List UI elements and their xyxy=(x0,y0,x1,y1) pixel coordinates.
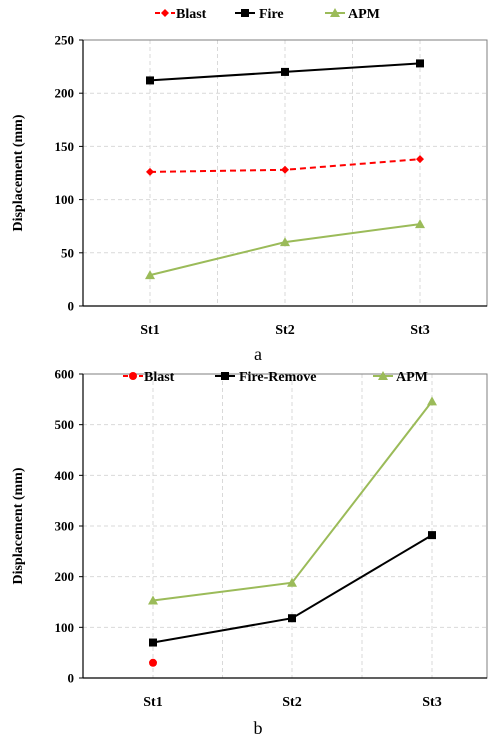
x-tick-label-st3: St3 xyxy=(410,323,429,338)
y-tick-label: 250 xyxy=(55,33,75,48)
y-tick-label: 400 xyxy=(55,468,75,483)
y-tick-label: 200 xyxy=(55,569,75,584)
y-tick-label: 300 xyxy=(55,519,75,534)
data-point-fire xyxy=(146,76,154,85)
chart-b: 0 100 200 300 400 500 600 St1 St2 St3 Displacement… xyxy=(11,367,488,738)
data-point-blast xyxy=(416,155,424,164)
series-fire xyxy=(146,59,424,85)
y-tick-label: 100 xyxy=(55,192,75,207)
series-apm xyxy=(145,219,425,280)
series-blast xyxy=(149,658,157,667)
series-fire-remove xyxy=(149,531,436,647)
y-axis-label: Displacement (mm) xyxy=(11,114,26,231)
data-point-blast xyxy=(146,167,154,176)
data-point-apm xyxy=(427,396,437,406)
x-tick-label-st2: St2 xyxy=(282,695,301,710)
panel-label-b: b xyxy=(254,718,263,738)
legend-label: Blast xyxy=(176,7,207,22)
legend-marker xyxy=(161,9,169,17)
y-tick-label: 600 xyxy=(55,367,75,382)
y-tick-label: 50 xyxy=(61,245,74,260)
legend-marker xyxy=(129,372,137,380)
y-tick-label: 100 xyxy=(55,620,75,635)
y-axis-label: Displacement (mm) xyxy=(11,467,26,584)
data-point-blast xyxy=(149,658,157,667)
y-tick-label: 200 xyxy=(55,86,75,101)
data-point-apm xyxy=(148,595,158,605)
legend-label: APM xyxy=(348,7,380,22)
panel-label-a: a xyxy=(254,344,262,364)
y-tick-label: 500 xyxy=(55,417,75,432)
data-point-apm xyxy=(415,219,425,229)
data-point-blast xyxy=(281,165,289,174)
x-tick-label-st1: St1 xyxy=(140,323,159,338)
data-point-fire-remove xyxy=(288,614,296,623)
y-tick-label: 0 xyxy=(68,671,75,686)
data-point-fire-remove xyxy=(428,531,436,540)
series-blast xyxy=(146,155,424,176)
legend-marker xyxy=(330,8,340,17)
legend-marker xyxy=(241,9,249,17)
legend-item-fire: Fire xyxy=(235,7,284,22)
data-point-fire xyxy=(416,59,424,68)
legend-item-apm: APM xyxy=(325,7,380,22)
legend-label: APM xyxy=(396,370,428,385)
data-point-fire-remove xyxy=(149,638,157,647)
data-point-apm xyxy=(280,237,290,247)
legend-item-blast: Blast xyxy=(123,370,175,385)
legend-label: Fire xyxy=(259,7,284,22)
x-tick-label-st1: St1 xyxy=(143,695,162,710)
data-point-apm xyxy=(145,270,155,280)
legend-label: Blast xyxy=(144,370,175,385)
legend-item-fire-remove: Fire-Remove xyxy=(215,370,316,385)
series-apm xyxy=(148,396,437,605)
legend-label: Fire-Remove xyxy=(239,370,316,385)
data-point-fire xyxy=(281,67,289,76)
legend-item-apm: APM xyxy=(373,370,428,385)
legend-marker xyxy=(221,372,229,380)
y-tick-label: 150 xyxy=(55,139,75,154)
data-point-apm xyxy=(287,577,297,587)
y-tick-label: 0 xyxy=(68,299,75,314)
legend-marker xyxy=(378,371,388,380)
legend-item-blast: Blast xyxy=(155,7,207,22)
x-tick-label-st2: St2 xyxy=(275,323,294,338)
x-tick-label-st3: St3 xyxy=(422,695,441,710)
chart-a: 0 50 100 150 200 250 St1 St2 St3 Displacement (mm… xyxy=(11,7,488,364)
